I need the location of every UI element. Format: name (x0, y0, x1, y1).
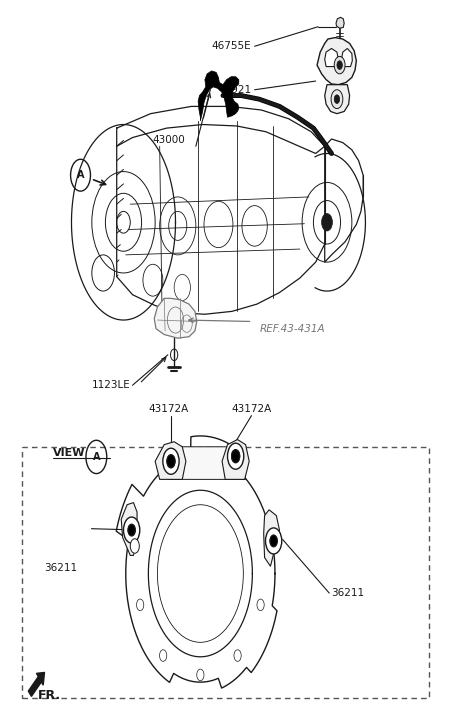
Circle shape (322, 214, 333, 231)
FancyArrow shape (28, 672, 45, 696)
Polygon shape (222, 440, 249, 479)
Text: 43172A: 43172A (231, 404, 272, 414)
Circle shape (128, 524, 135, 536)
Polygon shape (264, 510, 279, 566)
Polygon shape (336, 17, 344, 28)
Circle shape (163, 449, 179, 474)
Polygon shape (169, 447, 246, 479)
Text: 43172A: 43172A (149, 404, 189, 414)
Circle shape (337, 61, 342, 70)
Text: A: A (77, 170, 84, 180)
Polygon shape (155, 442, 186, 479)
Polygon shape (341, 49, 352, 67)
Polygon shape (121, 502, 137, 555)
Text: REF.43-431A: REF.43-431A (260, 324, 326, 334)
Circle shape (334, 95, 339, 103)
Circle shape (128, 524, 135, 536)
Text: 46755E: 46755E (212, 41, 252, 52)
Circle shape (232, 450, 240, 462)
Text: 36211: 36211 (332, 588, 364, 598)
Text: A: A (93, 452, 100, 462)
Circle shape (228, 443, 244, 469)
Circle shape (334, 57, 345, 74)
Text: FR.: FR. (38, 689, 61, 702)
Circle shape (130, 539, 139, 553)
Polygon shape (317, 38, 356, 84)
Circle shape (265, 528, 282, 554)
Text: 43921: 43921 (218, 85, 252, 95)
Circle shape (270, 535, 277, 547)
Text: 36211: 36211 (44, 563, 77, 573)
Polygon shape (198, 71, 239, 121)
Text: 43000: 43000 (152, 134, 185, 145)
Polygon shape (325, 49, 339, 67)
Circle shape (232, 450, 240, 462)
Circle shape (331, 89, 343, 108)
Circle shape (270, 535, 277, 547)
Text: VIEW: VIEW (53, 448, 86, 458)
Text: 1123LE: 1123LE (91, 380, 130, 390)
Circle shape (167, 455, 175, 467)
Circle shape (167, 455, 175, 467)
Polygon shape (154, 298, 197, 338)
Polygon shape (325, 84, 349, 113)
Circle shape (123, 517, 140, 543)
